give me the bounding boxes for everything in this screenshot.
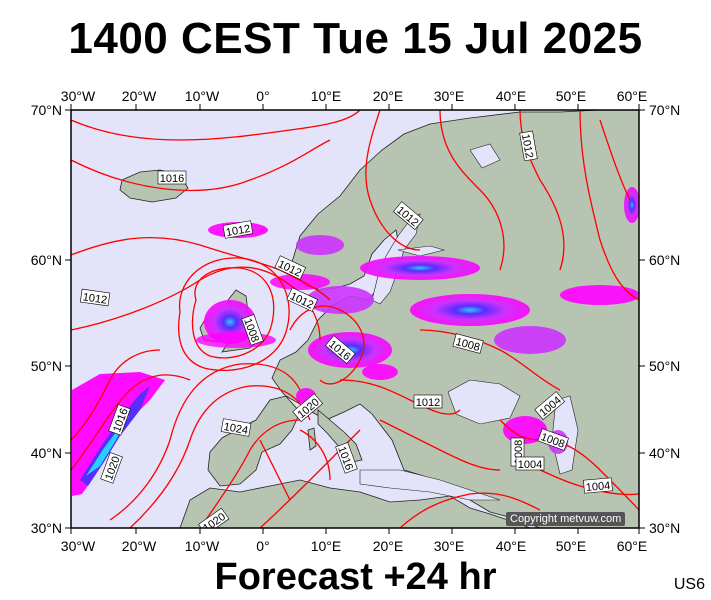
- region-code: US6: [673, 576, 705, 593]
- svg-text:40°E: 40°E: [496, 538, 527, 554]
- svg-text:20°W: 20°W: [122, 88, 157, 104]
- svg-text:20°W: 20°W: [122, 538, 157, 554]
- svg-text:30°W: 30°W: [61, 538, 96, 554]
- tick-marks: [65, 104, 645, 534]
- map-title: 1400 CEST Tue 15 Jul 2025: [68, 14, 643, 63]
- svg-text:20°E: 20°E: [373, 538, 404, 554]
- svg-text:30°W: 30°W: [61, 88, 96, 104]
- svg-text:1012: 1012: [82, 291, 108, 306]
- svg-text:30°E: 30°E: [434, 538, 465, 554]
- svg-text:40°N: 40°N: [649, 445, 680, 461]
- isobar-label: 1012: [519, 130, 538, 162]
- svg-text:10°W: 10°W: [185, 88, 220, 104]
- north-africa: [179, 479, 531, 528]
- svg-text:70°N: 70°N: [31, 102, 62, 118]
- map-frame: [70, 109, 640, 529]
- mediterranean-east: [359, 469, 501, 501]
- lon-labels-bottom: 30°W 20°W 10°W 0° 10°E 20°E 30°E 40°E 50…: [61, 538, 647, 554]
- svg-text:50°N: 50°N: [649, 358, 680, 374]
- svg-text:70°N: 70°N: [649, 102, 680, 118]
- svg-text:10°E: 10°E: [311, 88, 342, 104]
- isobar-label: 1008: [537, 428, 569, 451]
- svg-text:0°: 0°: [256, 538, 269, 554]
- svg-text:1012: 1012: [225, 223, 251, 239]
- svg-text:30°N: 30°N: [31, 520, 62, 536]
- white-sea: [469, 143, 501, 169]
- italy: [317, 409, 363, 463]
- svg-text:60°E: 60°E: [617, 538, 648, 554]
- isobar-label: 1024: [220, 418, 252, 437]
- svg-text:50°E: 50°E: [556, 538, 587, 554]
- svg-text:60°E: 60°E: [617, 88, 648, 104]
- forecast-label: Forecast +24 hr: [214, 556, 497, 598]
- svg-text:30°E: 30°E: [434, 88, 465, 104]
- svg-text:10°E: 10°E: [311, 538, 342, 554]
- svg-text:20°E: 20°E: [373, 88, 404, 104]
- isobar-label: 1012: [222, 220, 254, 239]
- isobar-label: 1004: [583, 477, 613, 494]
- lat-labels-left: 70°N 60°N 50°N 40°N 30°N: [31, 102, 62, 536]
- precipitation: [72, 187, 639, 496]
- svg-text:50°N: 50°N: [31, 358, 62, 374]
- svg-text:30°N: 30°N: [649, 520, 680, 536]
- svg-text:1004: 1004: [518, 459, 542, 471]
- svg-text:1012: 1012: [416, 397, 440, 409]
- svg-text:40°N: 40°N: [31, 445, 62, 461]
- isobar-label: 1016: [157, 170, 187, 185]
- lat-labels-right: 70°N 60°N 50°N 40°N 30°N: [649, 102, 680, 536]
- svg-text:40°E: 40°E: [496, 88, 527, 104]
- svg-text:1016: 1016: [160, 173, 184, 185]
- svg-text:1012: 1012: [519, 133, 535, 159]
- svg-text:1004: 1004: [585, 480, 610, 494]
- black-sea: [447, 379, 521, 425]
- lon-labels-top: 30°W 20°W 10°W 0° 10°E 20°E 30°E 40°E 50…: [61, 88, 647, 104]
- isobar-label: 1012: [413, 394, 443, 409]
- isobar-label: 1012: [79, 288, 111, 307]
- svg-text:10°W: 10°W: [185, 538, 220, 554]
- isobars: [71, 110, 639, 528]
- svg-text:0°: 0°: [256, 88, 269, 104]
- isobar-label: 1004: [515, 456, 545, 471]
- svg-text:60°N: 60°N: [649, 252, 680, 268]
- gulf-of-finland: [397, 245, 446, 257]
- svg-text:50°E: 50°E: [556, 88, 587, 104]
- copyright-badge: Copyright metvuw.com: [506, 512, 626, 526]
- svg-text:60°N: 60°N: [31, 252, 62, 268]
- svg-text:1024: 1024: [223, 421, 249, 437]
